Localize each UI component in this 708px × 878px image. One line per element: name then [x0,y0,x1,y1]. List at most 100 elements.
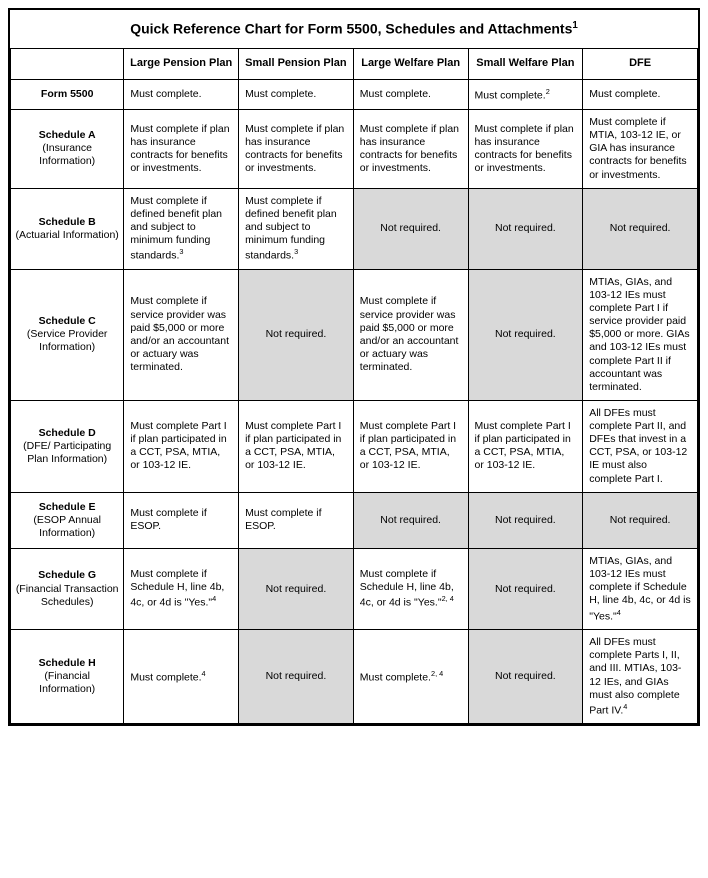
table-cell: Not required. [583,188,698,269]
table-cell: Must complete if Schedule H, line 4b, 4c… [353,549,468,630]
table-cell: Must complete if ESOP. [124,492,239,548]
table-cell: Must complete Part I if plan participate… [239,400,354,492]
table-cell: Not required. [353,188,468,269]
cell-text: Not required. [610,514,671,526]
table-cell: Must complete if plan has insurance cont… [124,110,239,189]
row-label-main: Schedule G [15,569,119,582]
cell-text: MTIAs, GIAs, and 103-12 IEs must complet… [589,276,689,393]
row-label: Schedule A(Insurance Information) [11,110,124,189]
table-cell: Must complete if MTIA, 103-12 IE, or GIA… [583,110,698,189]
cell-sup: 4 [212,594,216,603]
table-cell: Must complete. [353,79,468,109]
cell-text: Not required. [266,583,327,595]
table-cell: All DFEs must complete Parts I, II, and … [583,630,698,724]
row-label-sub: (Financial Transaction Schedules) [15,583,119,609]
row-label-main: Schedule A [15,129,119,142]
table-cell: Must complete if ESOP. [239,492,354,548]
row-label-main: Schedule C [15,315,119,328]
table-cell: Not required. [239,269,354,400]
cell-text: Must complete Part I if plan participate… [130,420,226,471]
cell-text: Must complete if Schedule H, line 4b, 4c… [360,568,454,609]
column-header-dfe: DFE [583,49,698,80]
table-cell: Must complete if defined benefit plan an… [124,188,239,269]
cell-text: Must complete. [360,671,431,683]
row-label-main: Schedule E [15,501,119,514]
cell-text: Not required. [610,222,671,234]
cell-text: Must complete if defined benefit plan an… [130,195,222,262]
cell-text: Not required. [495,328,556,340]
table-row: Schedule D(DFE/ Participating Plan Infor… [11,400,698,492]
cell-text: Must complete if Schedule H, line 4b, 4c… [130,568,224,609]
row-label-main: Schedule H [15,657,119,670]
row-label-sub: (Financial Information) [15,670,119,696]
table-cell: Not required. [353,492,468,548]
cell-text: Must complete Part I if plan participate… [360,420,456,471]
table-cell: Must complete. [124,79,239,109]
cell-text: All DFEs must complete Part II, and DFEs… [589,407,687,485]
row-label: Schedule H(Financial Information) [11,630,124,724]
table-cell: Must complete Part I if plan participate… [353,400,468,492]
cell-text: Must complete. [475,89,546,101]
cell-text: Must complete if ESOP. [130,507,206,532]
cell-text: Not required. [495,222,556,234]
table-row: Schedule A(Insurance Information)Must co… [11,110,698,189]
table-cell: Not required. [239,549,354,630]
table-cell: Must complete. [239,79,354,109]
table-cell: Must complete Part I if plan participate… [124,400,239,492]
column-header-blank [11,49,124,80]
chart-title: Quick Reference Chart for Form 5500, Sch… [11,10,698,49]
cell-sup: 4 [623,702,627,711]
table-cell: MTIAs, GIAs, and 103-12 IEs must complet… [583,269,698,400]
table-cell: Must complete if plan has insurance cont… [353,110,468,189]
column-header-large-pension: Large Pension Plan [124,49,239,80]
row-label-main: Form 5500 [15,88,119,101]
column-header-small-pension: Small Pension Plan [239,49,354,80]
cell-text: Not required. [495,670,556,682]
table-cell: MTIAs, GIAs, and 103-12 IEs must complet… [583,549,698,630]
table-row: Schedule C(Service Provider Information)… [11,269,698,400]
table-cell: Must complete.2, 4 [353,630,468,724]
title-row: Quick Reference Chart for Form 5500, Sch… [11,10,698,49]
cell-text: Not required. [495,583,556,595]
row-label: Form 5500 [11,79,124,109]
table-cell: Must complete if service provider was pa… [124,269,239,400]
table-row: Schedule E(ESOP Annual Information)Must … [11,492,698,548]
table-cell: Not required. [468,269,583,400]
cell-text: Must complete if MTIA, 103-12 IE, or GIA… [589,116,686,181]
row-label: Schedule B(Actuarial Information) [11,188,124,269]
table-cell: Must complete if plan has insurance cont… [239,110,354,189]
cell-text: Must complete if service provider was pa… [360,295,459,373]
cell-sup: 3 [294,247,298,256]
column-header-row: Large Pension Plan Small Pension Plan La… [11,49,698,80]
cell-text: Must complete if defined benefit plan an… [245,195,337,262]
row-label-sub: (Insurance Information) [15,142,119,168]
table-row: Form 5500Must complete.Must complete.Mus… [11,79,698,109]
cell-text: Must complete Part I if plan participate… [475,420,571,471]
row-label: Schedule G(Financial Transaction Schedul… [11,549,124,630]
cell-text: Must complete if plan has insurance cont… [130,123,229,174]
cell-text: All DFEs must complete Parts I, II, and … [589,636,681,716]
cell-sup: 2 [546,87,550,96]
table-cell: Must complete if plan has insurance cont… [468,110,583,189]
cell-sup: 4 [617,608,621,617]
cell-text: Must complete if service provider was pa… [130,295,229,373]
row-label-sub: (DFE/ Participating Plan Information) [15,440,119,466]
cell-text: Not required. [380,222,441,234]
row-label-sub: (Actuarial Information) [15,229,119,242]
cell-text: Must complete. [130,671,201,683]
table-cell: Must complete if defined benefit plan an… [239,188,354,269]
row-label-main: Schedule B [15,216,119,229]
table-cell: Not required. [468,630,583,724]
cell-text: Must complete if plan has insurance cont… [245,123,344,174]
chart-title-sup: 1 [572,20,577,31]
table-cell: Must complete.2 [468,79,583,109]
reference-chart-table: Quick Reference Chart for Form 5500, Sch… [10,10,698,724]
table-row: Schedule G(Financial Transaction Schedul… [11,549,698,630]
cell-text: MTIAs, GIAs, and 103-12 IEs must complet… [589,555,691,622]
table-cell: Not required. [468,188,583,269]
table-cell: Not required. [239,630,354,724]
row-label-sub: (Service Provider Information) [15,328,119,354]
table-cell: Must complete if Schedule H, line 4b, 4c… [124,549,239,630]
table-cell: Must complete. [583,79,698,109]
cell-sup: 3 [179,247,183,256]
